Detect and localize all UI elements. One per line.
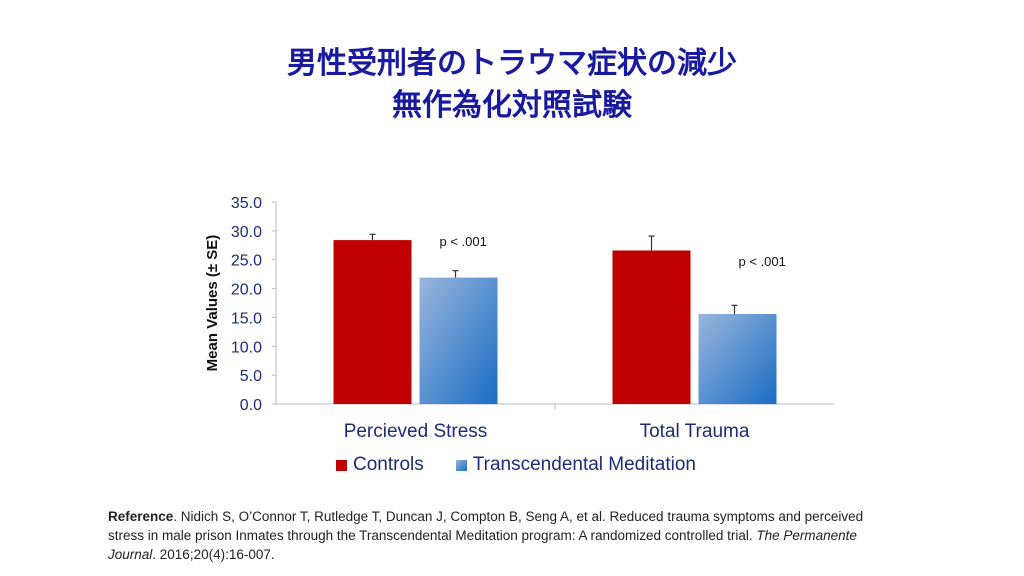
legend-label-tm: Transcendental Meditation — [472, 454, 696, 475]
y-tick-label: 15.0 — [231, 310, 262, 327]
title-line-2: 無作為化対照試験 — [392, 88, 632, 123]
p-value-annotation: p < .001 — [440, 234, 487, 249]
y-tick-label: 10.0 — [231, 339, 262, 356]
y-tick-label: 35.0 — [231, 195, 262, 212]
x-tick-label: Total Trauma — [640, 421, 750, 442]
title-line-1: 男性受刑者のトラウマ症状の減少 — [287, 46, 737, 81]
reference-label: Reference — [108, 509, 174, 524]
reference: Reference. Nidich S, O’Connor T, Rutledg… — [108, 507, 888, 564]
y-axis-label: Mean Values (± SE) — [204, 235, 221, 372]
x-tick-label: Percieved Stress — [344, 421, 488, 442]
y-tick-label: 0.0 — [240, 397, 262, 414]
bar-controls — [612, 250, 691, 404]
legend-label-controls: Controls — [353, 454, 424, 475]
reference-citation: . 2016;20(4):16-007. — [152, 547, 275, 562]
y-tick-label: 25.0 — [231, 253, 262, 270]
legend-swatch-tm — [455, 459, 467, 471]
y-tick-label: 5.0 — [240, 368, 262, 385]
legend: Controls Transcendental Meditation — [336, 454, 696, 476]
y-tick-label: 30.0 — [231, 224, 262, 241]
y-tick-label: 20.0 — [231, 282, 262, 299]
reference-journal: The Permanente Journal — [108, 528, 857, 562]
reference-text: . Nidich S, O’Connor T, Rutledge T, Dunc… — [108, 509, 864, 543]
p-value-annotation: p < .001 — [739, 254, 786, 269]
legend-swatch-controls — [336, 459, 347, 471]
bar-tm — [698, 313, 777, 404]
bar-tm — [419, 277, 498, 404]
bar-controls — [333, 240, 412, 404]
